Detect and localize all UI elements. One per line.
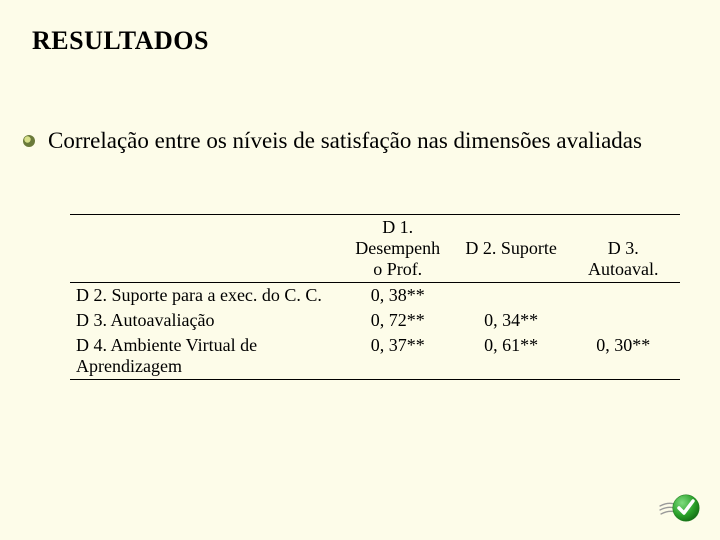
page-title: RESULTADOS [32,26,692,56]
cell: 0, 38** [340,283,456,309]
cell: 0, 72** [340,308,456,333]
col2-line2: D 2. Suporte [465,238,557,258]
cell: 0, 30** [567,333,680,380]
cell [567,283,680,309]
row-label: D 2. Suporte para a exec. do C. C. [70,283,340,309]
cell [456,283,567,309]
bullet-row: Correlação entre os níveis de satisfação… [22,128,692,154]
table-row: D 2. Suporte para a exec. do C. C. 0, 38… [70,283,680,309]
row-label: D 4. Ambiente Virtual de Aprendizagem [70,333,340,380]
col-header-2: D 2. Suporte [456,215,567,283]
col-header-3: D 3. Autoaval. [567,215,680,283]
cell [567,308,680,333]
bullet-icon [22,134,36,148]
col-header-1: D 1. Desempenh o Prof. [340,215,456,283]
row-label: D 3. Autoavaliação [70,308,340,333]
table-row: D 4. Ambiente Virtual de Aprendizagem 0,… [70,333,680,380]
col1-line1: D 1. [382,217,413,237]
cell: 0, 61** [456,333,567,380]
table-row: D 3. Autoavaliação 0, 72** 0, 34** [70,308,680,333]
col3-line3: Autoaval. [588,259,658,279]
checkmark-icon [658,482,702,526]
col3-line2: D 3. [608,238,639,258]
correlation-table: D 1. Desempenh o Prof. D 2. Suporte D 3.… [70,214,682,380]
col1-line3: o Prof. [373,259,422,279]
col1-line2: Desempenh [355,238,440,258]
cell: 0, 34** [456,308,567,333]
header-empty [70,215,340,283]
cell: 0, 37** [340,333,456,380]
bullet-text: Correlação entre os níveis de satisfação… [48,128,642,154]
slide: RESULTADOS Correlação entre os níveis de… [0,0,720,540]
